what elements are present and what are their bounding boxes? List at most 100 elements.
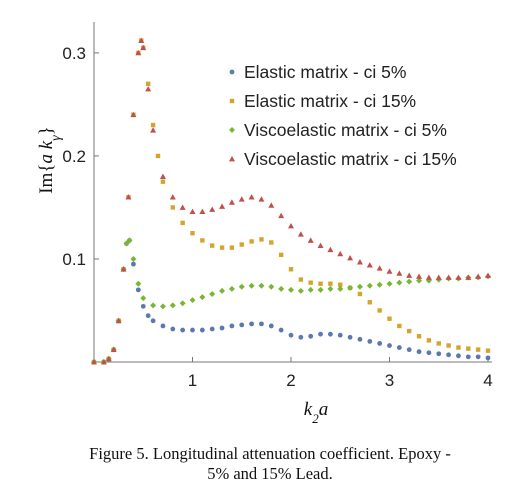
data-point [387, 316, 392, 321]
data-point [150, 302, 157, 309]
data-point [199, 327, 205, 333]
data-point [416, 273, 423, 279]
legend-marker [229, 156, 235, 162]
data-point [130, 255, 137, 262]
data-point [298, 334, 304, 340]
data-point [278, 327, 284, 333]
series-2 [91, 38, 491, 365]
data-point [376, 265, 383, 271]
data-point [190, 231, 195, 236]
data-point [210, 243, 215, 248]
data-point [416, 349, 422, 355]
attenuation-chart: 1 2 3 40.10.20.3 Elastic matrix - ci 5%Elas… [36, 22, 493, 426]
data-point [190, 327, 195, 333]
data-point [288, 223, 294, 229]
data-point [105, 355, 112, 362]
data-point [159, 173, 166, 179]
data-point [416, 334, 422, 339]
data-point [238, 196, 245, 202]
data-point [397, 323, 402, 329]
legend-marker [229, 69, 235, 75]
data-point [347, 284, 354, 291]
data-point [110, 346, 117, 353]
data-point [169, 194, 176, 200]
data-point [337, 332, 343, 338]
data-point [386, 280, 393, 287]
data-point [159, 303, 166, 310]
data-point [347, 334, 353, 340]
series-4 [91, 37, 491, 365]
data-point [180, 220, 185, 226]
data-point [465, 274, 472, 280]
y-tick-label: 0.3 [62, 44, 86, 63]
data-point [436, 351, 442, 357]
data-point [327, 285, 334, 292]
data-point [189, 297, 196, 304]
data-point [268, 202, 275, 208]
data-point [396, 270, 403, 276]
data-point [445, 274, 452, 280]
data-point [318, 331, 323, 337]
data-point [366, 282, 373, 289]
data-point [367, 300, 372, 305]
data-point [465, 354, 471, 360]
data-point [120, 266, 127, 272]
data-point [170, 205, 175, 210]
legend-marker [229, 98, 235, 104]
caption-line-1: Figure 5. Longitudinal attenuation coeff… [89, 444, 451, 463]
legend: Elastic matrix - ci 5% Elastic matrix - c… [229, 62, 457, 169]
data-point [406, 278, 413, 285]
data-point [288, 286, 294, 293]
data-point [239, 322, 245, 328]
data-point [327, 246, 334, 253]
data-point [179, 204, 186, 210]
data-point [219, 245, 225, 250]
x-axis-title: k2a [304, 399, 328, 426]
data-point [229, 245, 235, 250]
data-point [209, 291, 216, 297]
data-point [219, 325, 225, 331]
data-point [258, 196, 265, 202]
data-point [140, 44, 147, 51]
data-point [278, 285, 285, 292]
data-point [485, 272, 491, 278]
data-point [406, 272, 413, 278]
data-point [278, 212, 285, 219]
data-point [199, 294, 206, 301]
data-point [248, 282, 255, 289]
data-point [228, 285, 235, 292]
data-point [150, 127, 157, 133]
data-point [475, 354, 481, 360]
data-point [456, 345, 461, 350]
data-point [318, 281, 323, 286]
data-point [160, 179, 166, 184]
data-point [386, 268, 393, 274]
data-point [317, 242, 324, 248]
data-point [406, 347, 412, 353]
data-point [485, 355, 491, 361]
data-point [426, 338, 432, 343]
data-point [91, 359, 97, 365]
x-tick-label: 3 [385, 371, 394, 390]
data-point [377, 308, 382, 313]
data-point [347, 254, 354, 261]
y-tick-label: 0.2 [62, 147, 86, 166]
data-point [259, 237, 264, 242]
data-point [135, 280, 142, 287]
data-point [377, 341, 383, 346]
data-point [416, 277, 423, 284]
data-point [425, 274, 432, 280]
data-point [100, 359, 107, 365]
data-point [249, 321, 255, 327]
x-tick-label: 1 [188, 371, 197, 390]
data-point [125, 194, 132, 200]
data-point [123, 240, 130, 247]
data-point [297, 231, 304, 237]
data-point [258, 282, 265, 289]
y-tick-label: 0.1 [62, 250, 86, 269]
data-point [376, 281, 383, 288]
data-point [219, 287, 226, 294]
data-point [446, 343, 451, 348]
data-point [130, 111, 137, 118]
data-point [475, 347, 481, 352]
